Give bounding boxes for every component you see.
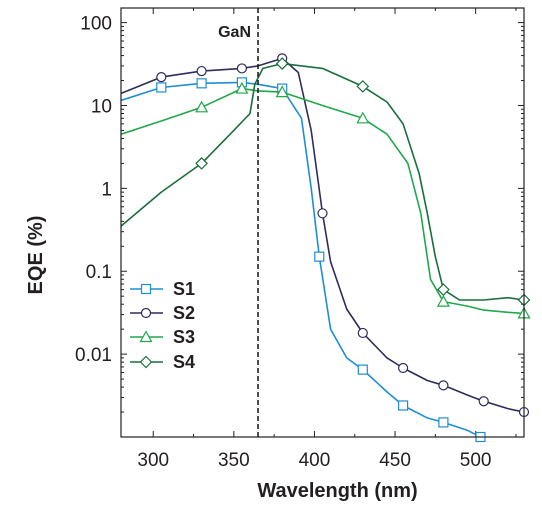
- y-tick-label: 100: [80, 14, 112, 35]
- series-marker-s2: [438, 380, 449, 391]
- series-line-s4: [121, 62, 524, 301]
- gan-label: GaN: [218, 24, 251, 41]
- legend-marker-s1: [140, 283, 152, 295]
- series-marker-s3: [275, 85, 289, 98]
- x-tick-label: 500: [460, 450, 492, 471]
- y-tick-label: 1: [101, 179, 112, 200]
- series-marker-s2: [398, 362, 409, 374]
- series-line-s3: [121, 87, 524, 315]
- x-tick-label: 400: [299, 450, 331, 471]
- series-marker-s4: [195, 157, 208, 170]
- series-marker-s2: [357, 327, 368, 339]
- series-marker-s1: [196, 78, 207, 89]
- legend-label-s2: S2: [173, 303, 195, 323]
- series-marker-s2: [317, 208, 328, 219]
- series-marker-s3: [436, 294, 450, 307]
- series-marker-s4: [437, 283, 450, 296]
- series-marker-s1: [357, 364, 368, 375]
- series-marker-s1: [398, 400, 409, 411]
- series-marker-s4: [275, 57, 289, 70]
- y-tick-label: 10: [91, 96, 112, 117]
- y-tick-label: 0.01: [75, 345, 112, 366]
- series-marker-s2: [478, 396, 489, 407]
- legend-label-s1: S1: [173, 279, 195, 299]
- legend-label-s4: S4: [173, 352, 195, 372]
- series-marker-s4: [356, 80, 370, 93]
- series-marker-s2: [236, 63, 247, 74]
- series-marker-s3: [195, 100, 209, 113]
- series-marker-s1: [156, 82, 167, 93]
- series-marker-s1: [438, 417, 449, 428]
- plot-frame: [120, 7, 525, 438]
- series-marker-s3: [235, 81, 249, 94]
- series-marker-s2: [156, 71, 167, 83]
- series-line-s1: [121, 81, 481, 437]
- series-marker-s3: [356, 111, 370, 124]
- legend-marker-s4: [139, 355, 153, 369]
- series-marker-s2: [196, 65, 207, 77]
- y-axis-title: EQE (%): [25, 216, 47, 295]
- x-tick-label: 300: [137, 450, 169, 471]
- series-marker-s1: [314, 251, 325, 262]
- legend-marker-s2: [140, 307, 152, 319]
- x-tick-label: 450: [379, 450, 411, 471]
- x-axis-title: Wavelength (nm): [257, 480, 417, 502]
- y-tick-label: 0.1: [86, 262, 112, 283]
- legend-label-s3: S3: [173, 327, 195, 347]
- legend-marker-s3: [139, 330, 153, 343]
- x-tick-label: 350: [218, 450, 250, 471]
